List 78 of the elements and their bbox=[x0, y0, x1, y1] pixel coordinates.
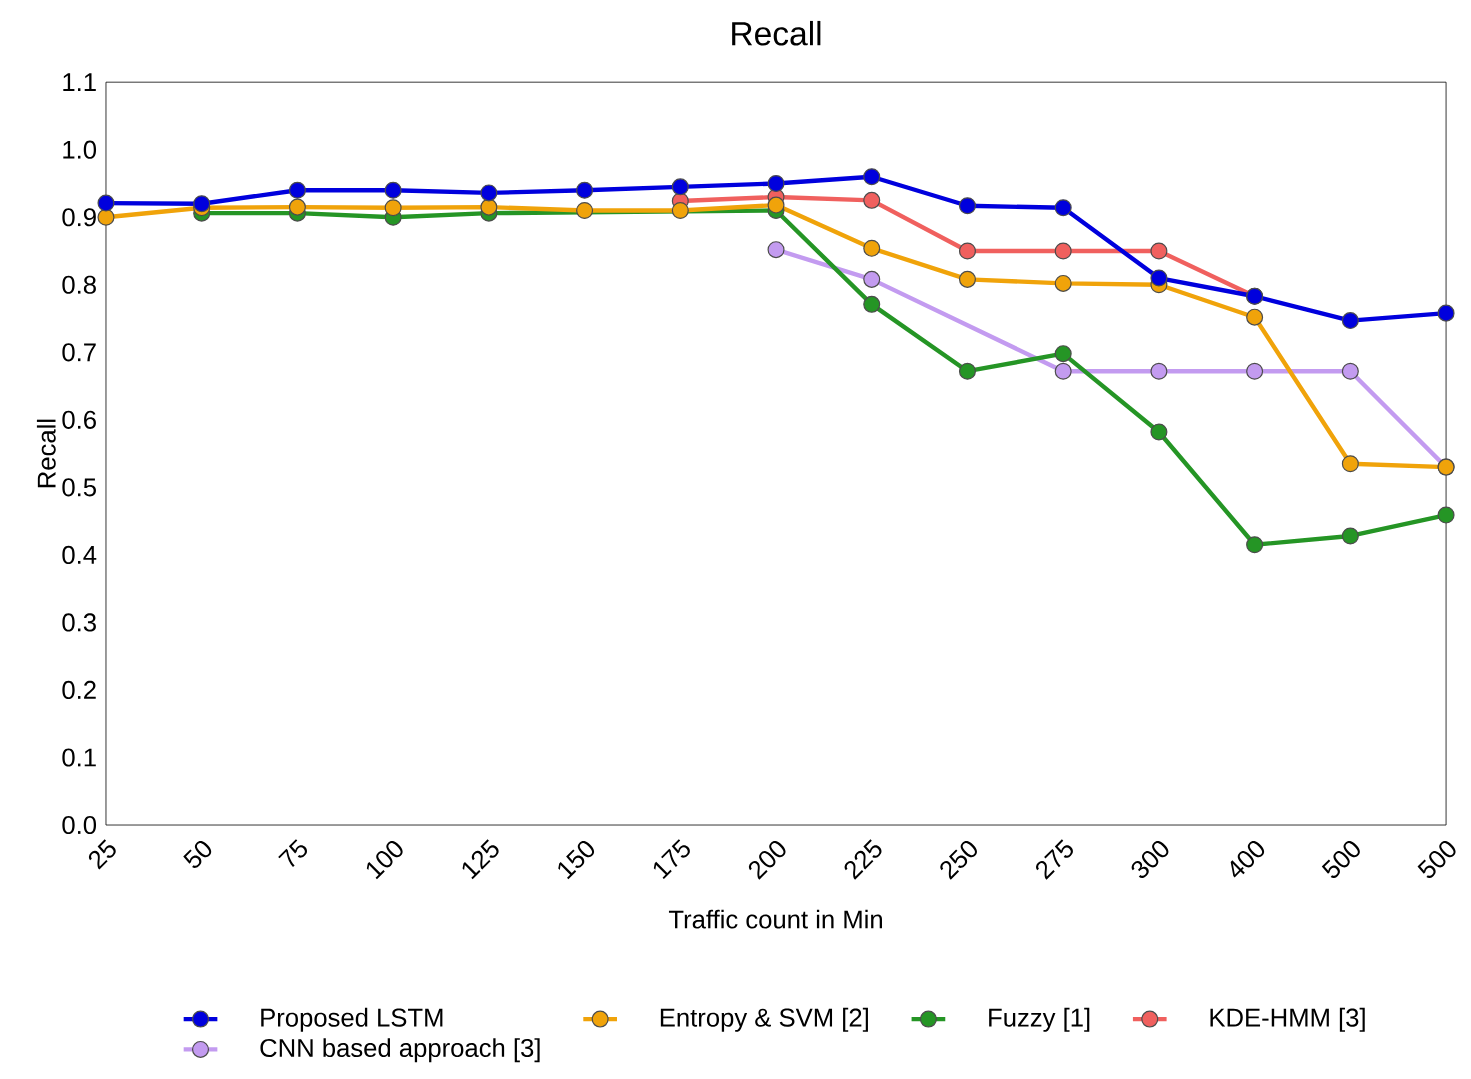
point bbox=[1054, 362, 1072, 380]
point bbox=[1341, 312, 1359, 330]
legend-label: Proposed LSTM bbox=[261, 1008, 443, 1032]
point bbox=[1246, 536, 1264, 554]
point bbox=[288, 198, 306, 216]
point bbox=[1150, 423, 1168, 441]
x-tick-label: 500 bbox=[1321, 841, 1360, 879]
point bbox=[1150, 362, 1168, 380]
point bbox=[1246, 308, 1264, 326]
x-tick-label: 225 bbox=[844, 839, 882, 880]
point bbox=[193, 195, 211, 213]
point bbox=[671, 202, 689, 220]
y-tick-label: 0.0 bbox=[62, 816, 97, 835]
point bbox=[1437, 506, 1455, 524]
y-tick-label: 0.6 bbox=[62, 410, 96, 430]
point bbox=[1054, 275, 1072, 293]
point bbox=[288, 181, 306, 199]
y-tick-label: 0.1 bbox=[62, 748, 96, 767]
x-tick-label: 400 bbox=[1230, 841, 1265, 878]
x-tick-label: 100 bbox=[366, 841, 403, 880]
x-tick-label: 25 bbox=[88, 839, 116, 870]
x-tick-label: 150 bbox=[558, 841, 595, 880]
point bbox=[671, 178, 689, 196]
y-tick-label: 1.0 bbox=[63, 140, 97, 159]
point bbox=[1341, 362, 1359, 380]
point bbox=[480, 184, 498, 202]
point bbox=[863, 192, 881, 210]
x-axis-title: Traffic count in Min bbox=[668, 909, 882, 929]
x-tick-label: 75 bbox=[278, 839, 307, 868]
legend-label: CNN based approach [3] bbox=[260, 1038, 540, 1063]
y-tick-label: 0.8 bbox=[62, 275, 96, 295]
point bbox=[767, 175, 785, 193]
point bbox=[1341, 527, 1359, 545]
point bbox=[1437, 304, 1455, 322]
point bbox=[863, 296, 881, 314]
point bbox=[767, 196, 785, 214]
point bbox=[1054, 242, 1072, 260]
x-tick-label: 125 bbox=[462, 839, 499, 880]
chart-title: Recall bbox=[732, 21, 821, 46]
y-tick-label: 1.1 bbox=[63, 73, 96, 92]
point bbox=[480, 198, 498, 216]
y-tick-label: 0.2 bbox=[62, 681, 96, 700]
y-tick-label: 0.4 bbox=[62, 546, 97, 565]
x-tick-label: 200 bbox=[748, 841, 786, 880]
point bbox=[1150, 242, 1168, 260]
x-tick-label: 275 bbox=[1036, 839, 1073, 880]
point bbox=[863, 239, 881, 258]
y-tick-label: 0.5 bbox=[62, 478, 96, 497]
point bbox=[97, 208, 115, 226]
x-tick-label: 250 bbox=[940, 841, 977, 880]
point bbox=[1150, 269, 1168, 287]
point bbox=[576, 181, 594, 199]
y-tick-label: 0.7 bbox=[62, 343, 96, 362]
legend-label: KDE-HMM [3] bbox=[1210, 1008, 1365, 1032]
point bbox=[958, 362, 976, 380]
point bbox=[384, 199, 402, 217]
legend-label: Fuzzy [1] bbox=[989, 1008, 1090, 1032]
point bbox=[384, 181, 402, 199]
legend-label: Entropy & SVM [2] bbox=[660, 1008, 868, 1032]
x-tick-label: 175 bbox=[653, 839, 690, 880]
point bbox=[576, 202, 594, 220]
point bbox=[958, 197, 976, 215]
y-tick-label: 0.3 bbox=[62, 613, 96, 632]
x-tick-label: 300 bbox=[1131, 841, 1169, 879]
point bbox=[1054, 199, 1072, 217]
y-axis-title: Recall bbox=[36, 419, 56, 488]
y-tick-label: 0.9 bbox=[62, 208, 96, 227]
point bbox=[863, 271, 881, 289]
point bbox=[767, 241, 785, 259]
point bbox=[1246, 362, 1264, 380]
point bbox=[863, 168, 881, 186]
point bbox=[958, 271, 976, 289]
point bbox=[97, 194, 115, 212]
point bbox=[1341, 455, 1359, 473]
x-tick-label: 500 bbox=[1417, 841, 1456, 879]
x-tick-label: 50 bbox=[183, 841, 212, 869]
point bbox=[1054, 345, 1072, 363]
point bbox=[958, 242, 976, 260]
